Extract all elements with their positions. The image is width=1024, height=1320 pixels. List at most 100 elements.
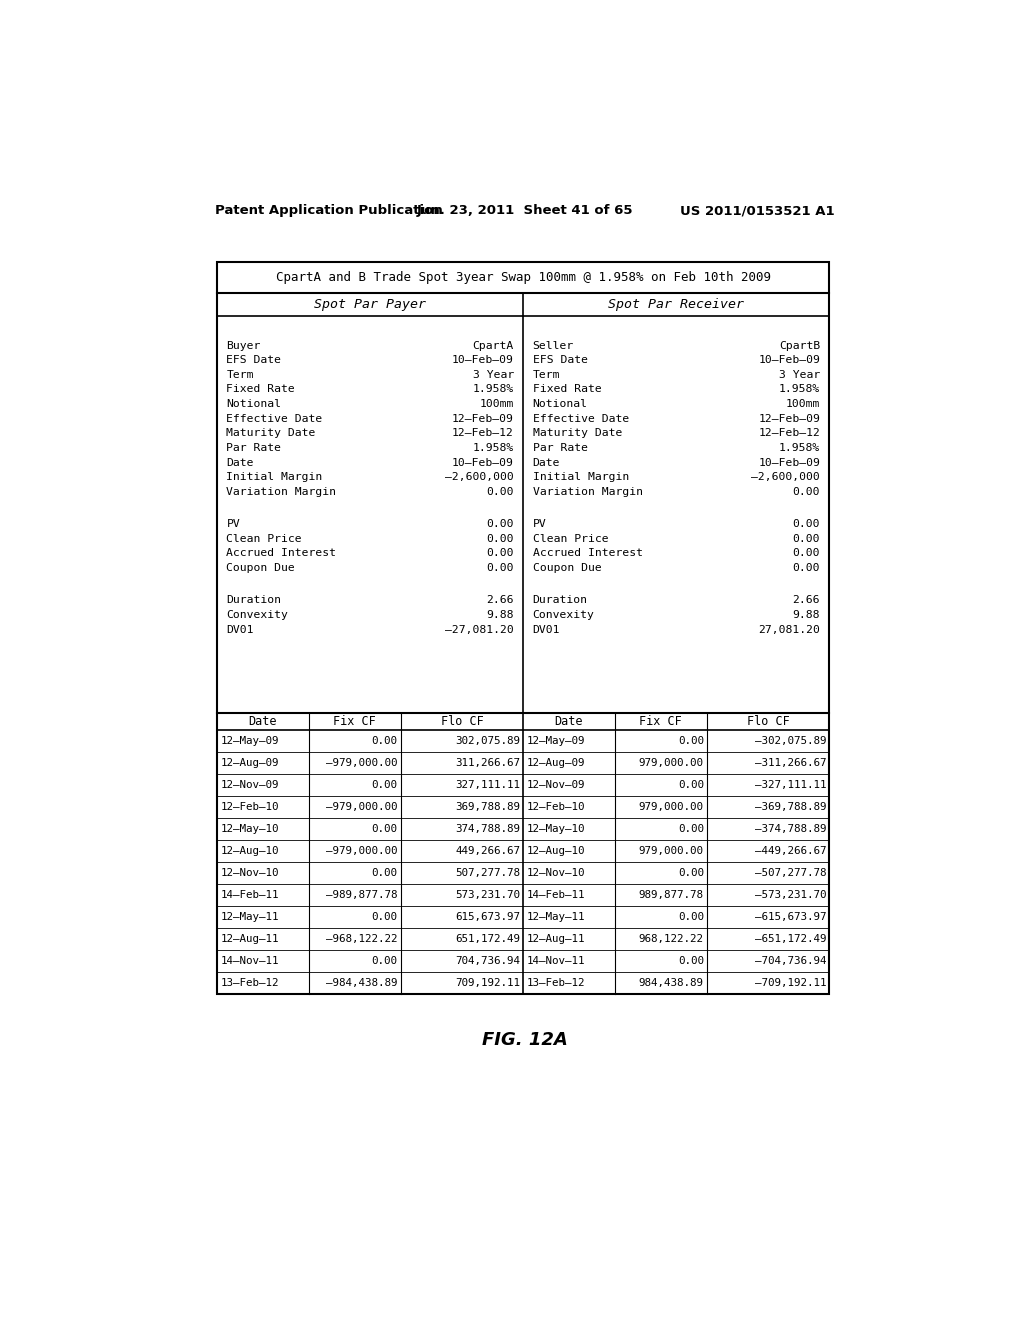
Text: PV: PV: [532, 519, 546, 529]
Text: 12–May–10: 12–May–10: [220, 824, 279, 834]
Text: Flo CF: Flo CF: [746, 714, 790, 727]
Text: 12–Aug–11: 12–Aug–11: [220, 933, 279, 944]
Text: 12–Feb–12: 12–Feb–12: [758, 428, 820, 438]
Text: Convexity: Convexity: [226, 610, 289, 620]
Text: 3 Year: 3 Year: [779, 370, 820, 380]
Text: 12–May–10: 12–May–10: [526, 824, 585, 834]
Text: –2,600,000: –2,600,000: [752, 473, 820, 482]
Text: 3 Year: 3 Year: [473, 370, 514, 380]
Text: 0.00: 0.00: [486, 564, 514, 573]
Text: –704,736.94: –704,736.94: [755, 956, 826, 966]
Text: CpartB: CpartB: [779, 341, 820, 351]
Text: 10–Feb–09: 10–Feb–09: [452, 458, 514, 467]
Text: 0.00: 0.00: [372, 867, 397, 878]
Text: 0.00: 0.00: [372, 735, 397, 746]
Text: Duration: Duration: [226, 595, 282, 606]
Text: 12–Feb–12: 12–Feb–12: [452, 428, 514, 438]
Text: Date: Date: [249, 714, 278, 727]
Text: 12–Nov–10: 12–Nov–10: [526, 867, 585, 878]
Text: –979,000.00: –979,000.00: [327, 801, 397, 812]
Text: Term: Term: [226, 370, 254, 380]
Text: 9.88: 9.88: [486, 610, 514, 620]
Text: Seller: Seller: [532, 341, 573, 351]
Text: 9.88: 9.88: [793, 610, 820, 620]
Text: 369,788.89: 369,788.89: [455, 801, 520, 812]
Text: Notional: Notional: [532, 399, 588, 409]
Text: 0.00: 0.00: [372, 780, 397, 789]
Text: 0.00: 0.00: [678, 824, 703, 834]
Text: 12–May–09: 12–May–09: [526, 735, 585, 746]
Text: –968,122.22: –968,122.22: [327, 933, 397, 944]
Text: –573,231.70: –573,231.70: [755, 890, 826, 900]
Text: –979,000.00: –979,000.00: [327, 846, 397, 855]
Text: 0.00: 0.00: [793, 487, 820, 496]
Text: –302,075.89: –302,075.89: [755, 735, 826, 746]
Text: 0.00: 0.00: [793, 564, 820, 573]
Text: US 2011/0153521 A1: US 2011/0153521 A1: [680, 205, 835, 218]
Text: 989,877.78: 989,877.78: [639, 890, 703, 900]
Text: Fix CF: Fix CF: [334, 714, 376, 727]
Text: DV01: DV01: [226, 624, 254, 635]
Text: Flo CF: Flo CF: [440, 714, 483, 727]
Text: 979,000.00: 979,000.00: [639, 758, 703, 768]
Text: 12–Aug–10: 12–Aug–10: [220, 846, 279, 855]
Text: 507,277.78: 507,277.78: [455, 867, 520, 878]
Text: Notional: Notional: [226, 399, 282, 409]
Text: Variation Margin: Variation Margin: [226, 487, 337, 496]
Text: –651,172.49: –651,172.49: [755, 933, 826, 944]
Text: 374,788.89: 374,788.89: [455, 824, 520, 834]
Text: 12–Nov–09: 12–Nov–09: [526, 780, 585, 789]
Text: 979,000.00: 979,000.00: [639, 846, 703, 855]
Text: 12–May–11: 12–May–11: [220, 912, 279, 921]
Text: 302,075.89: 302,075.89: [455, 735, 520, 746]
Text: Term: Term: [532, 370, 560, 380]
Text: 0.00: 0.00: [486, 487, 514, 496]
Text: 1.958%: 1.958%: [473, 444, 514, 453]
Text: –507,277.78: –507,277.78: [755, 867, 826, 878]
Text: 2.66: 2.66: [793, 595, 820, 606]
Text: 327,111.11: 327,111.11: [455, 780, 520, 789]
Text: Par Rate: Par Rate: [532, 444, 588, 453]
Text: 12–Feb–10: 12–Feb–10: [526, 801, 585, 812]
Text: 14–Nov–11: 14–Nov–11: [526, 956, 585, 966]
Text: Patent Application Publication: Patent Application Publication: [215, 205, 442, 218]
Text: 0.00: 0.00: [678, 956, 703, 966]
Text: –2,600,000: –2,600,000: [445, 473, 514, 482]
Text: Fixed Rate: Fixed Rate: [226, 384, 295, 395]
Text: –369,788.89: –369,788.89: [755, 801, 826, 812]
Text: 12–Nov–09: 12–Nov–09: [220, 780, 279, 789]
Text: Par Rate: Par Rate: [226, 444, 282, 453]
Text: Effective Date: Effective Date: [226, 413, 323, 424]
Text: 979,000.00: 979,000.00: [639, 801, 703, 812]
Text: 1.958%: 1.958%: [779, 444, 820, 453]
Text: Coupon Due: Coupon Due: [532, 564, 601, 573]
Text: 12–Aug–11: 12–Aug–11: [526, 933, 585, 944]
Text: Variation Margin: Variation Margin: [532, 487, 642, 496]
Text: 0.00: 0.00: [372, 824, 397, 834]
Text: 0.00: 0.00: [486, 519, 514, 529]
Text: 704,736.94: 704,736.94: [455, 956, 520, 966]
Text: Maturity Date: Maturity Date: [226, 428, 315, 438]
Text: Convexity: Convexity: [532, 610, 594, 620]
Text: 14–Nov–11: 14–Nov–11: [220, 956, 279, 966]
Text: 12–Aug–09: 12–Aug–09: [526, 758, 585, 768]
Text: 12–May–11: 12–May–11: [526, 912, 585, 921]
Text: –979,000.00: –979,000.00: [327, 758, 397, 768]
Text: DV01: DV01: [532, 624, 560, 635]
Text: –327,111.11: –327,111.11: [755, 780, 826, 789]
Text: Maturity Date: Maturity Date: [532, 428, 622, 438]
Text: 14–Feb–11: 14–Feb–11: [220, 890, 279, 900]
Text: CpartA and B Trade Spot 3year Swap 100mm @ 1.958% on Feb 10th 2009: CpartA and B Trade Spot 3year Swap 100mm…: [275, 271, 771, 284]
Text: 10–Feb–09: 10–Feb–09: [758, 355, 820, 366]
Text: 0.00: 0.00: [678, 735, 703, 746]
Text: 0.00: 0.00: [486, 533, 514, 544]
Text: Accrued Interest: Accrued Interest: [226, 548, 337, 558]
Text: Initial Margin: Initial Margin: [532, 473, 629, 482]
Text: 984,438.89: 984,438.89: [639, 978, 703, 987]
Text: 573,231.70: 573,231.70: [455, 890, 520, 900]
Text: Jun. 23, 2011  Sheet 41 of 65: Jun. 23, 2011 Sheet 41 of 65: [417, 205, 633, 218]
Text: 12–May–09: 12–May–09: [220, 735, 279, 746]
Text: –311,266.67: –311,266.67: [755, 758, 826, 768]
Text: 2.66: 2.66: [486, 595, 514, 606]
Text: Spot Par Receiver: Spot Par Receiver: [608, 298, 744, 312]
